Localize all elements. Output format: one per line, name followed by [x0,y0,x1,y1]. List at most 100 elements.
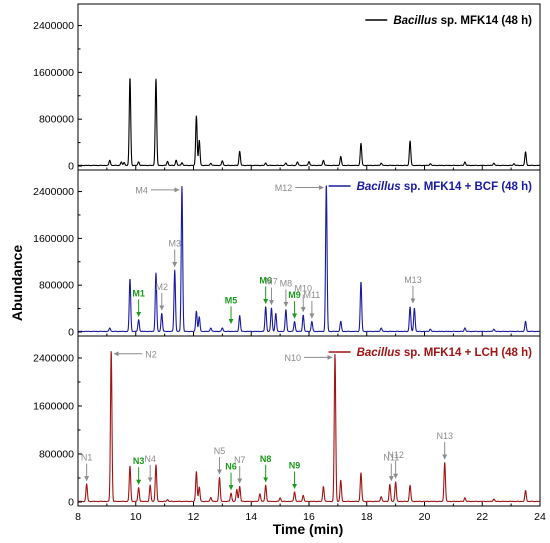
legend-strain: sp. MFK14 + LCH (48 h) [401,347,532,359]
peak-point-lch [167,500,168,501]
peak-point-lch [155,465,156,466]
annotation-label: N12 [387,450,404,460]
peak-point-control [285,163,286,164]
peak-point-lch [199,487,200,488]
peak-point-lch [196,471,197,472]
peak-point-lch [493,499,494,500]
annotation-label: N7 [234,455,246,465]
y-tick-label: 0 [68,161,74,173]
annotation-label: M12 [275,183,293,193]
y-tick-label: 2400000 [33,20,74,32]
peak-point-lch [265,485,266,486]
peak-point-bcf [196,311,197,312]
peak-point-control [138,162,139,163]
peak-point-bcf [381,328,382,329]
series-trace-control [77,78,541,167]
peak-point-bcf [181,186,182,187]
peak-point-lch [303,495,304,496]
y-tick-label: 2400000 [33,353,74,365]
annotation-label: M6 [259,275,272,285]
y-tick-label: 0 [68,497,74,509]
peak-point-bcf [294,321,295,322]
annotation-label: N11 [383,453,399,463]
peak-point-control [525,152,526,153]
peak-point-bcf [430,329,431,330]
peak-point-lch [138,488,139,489]
peak-point-control [297,162,298,163]
peak-point-control [360,143,361,144]
peak-point-bcf [138,320,139,321]
y-tick-label: 800000 [39,114,74,126]
series-trace-bcf [77,185,541,333]
peak-point-lch [150,485,151,486]
annotation-label: N4 [144,454,156,464]
peak-point-control [340,157,341,158]
peak-point-lch [239,486,240,487]
peak-point-control [308,161,309,162]
annotation-label: M9 [288,290,301,300]
peak-point-bcf [199,317,200,318]
peak-point-bcf [275,313,276,314]
peak-point-control [265,163,266,164]
peak-point-lch [360,473,361,474]
y-tick-label: 1600000 [33,233,74,245]
y-tick-label: 2400000 [33,186,74,198]
peak-point-lch [340,480,341,481]
peak-point-lch [381,497,382,498]
peak-point-control [176,160,177,161]
peak-point-bcf [340,321,341,322]
annotation-label: M7 [265,277,278,287]
axes: 0 800000 1600000 2400000 0 800000 1600000 24000… [33,20,546,523]
peak-point-control [155,79,156,80]
annotation-label: N9 [289,460,301,470]
peak-point-control [167,161,168,162]
peak-point-lch [219,477,220,478]
y-tick-label: 800000 [39,449,74,461]
peak-point-lch [409,485,410,486]
annotation-label: N8 [260,454,272,464]
peak-point-lch [86,484,87,485]
legend-strain: sp. MFK14 + BCF (48 h) [401,181,532,193]
peak-point-lch [129,466,130,467]
legend-label-lch: Bacillus sp. MFK14 + LCH (48 h) [357,347,533,359]
legend-genus: Bacillus [393,15,437,27]
legend-genus: Bacillus [357,181,401,193]
x-tick-label: 8 [75,511,81,523]
annotation-label: M11 [303,290,320,300]
peak-point-lch [395,482,396,483]
series-trace-lch [77,351,541,503]
annotation-label: M13 [404,275,422,285]
legend-strain: sp. MFK14 (48 h) [437,15,532,27]
annotation-label: N1 [81,453,93,463]
peak-point-control [381,163,382,164]
peak-point-control [109,160,110,161]
annotation-label: M10 [294,284,312,294]
peak-point-control [409,141,410,142]
peak-point-control [129,78,130,79]
peak-point-bcf [109,328,110,329]
peak-point-lch [464,498,465,499]
peak-point-control [121,162,122,163]
peak-point-lch [389,485,390,486]
peak-point-control [513,164,514,165]
peak-point-bcf [311,321,312,322]
y-tick-label: 1600000 [33,67,74,79]
peak-point-bcf [222,328,223,329]
peak-point-lch [323,486,324,487]
peak-point-bcf [174,270,175,271]
peak-point-bcf [210,328,211,329]
peak-point-control [210,163,211,164]
peak-point-bcf [303,315,304,316]
annotation-label: N3 [133,456,145,466]
plot-frames: Bacillus sp. MFK14 (48 h)Bacillus sp. MF… [77,3,541,507]
peak-point-lch [334,354,335,355]
peak-point-bcf [493,329,494,330]
peak-point-lch [444,462,445,463]
peak-point-lch [259,494,260,495]
annotation-label: M8 [280,278,293,288]
panel-frame-lch [77,335,541,507]
legend-genus: Bacillus [357,347,401,359]
peak-point-lch [230,493,231,494]
y-tick-label: 0 [68,327,74,339]
peak-point-bcf [161,313,162,314]
